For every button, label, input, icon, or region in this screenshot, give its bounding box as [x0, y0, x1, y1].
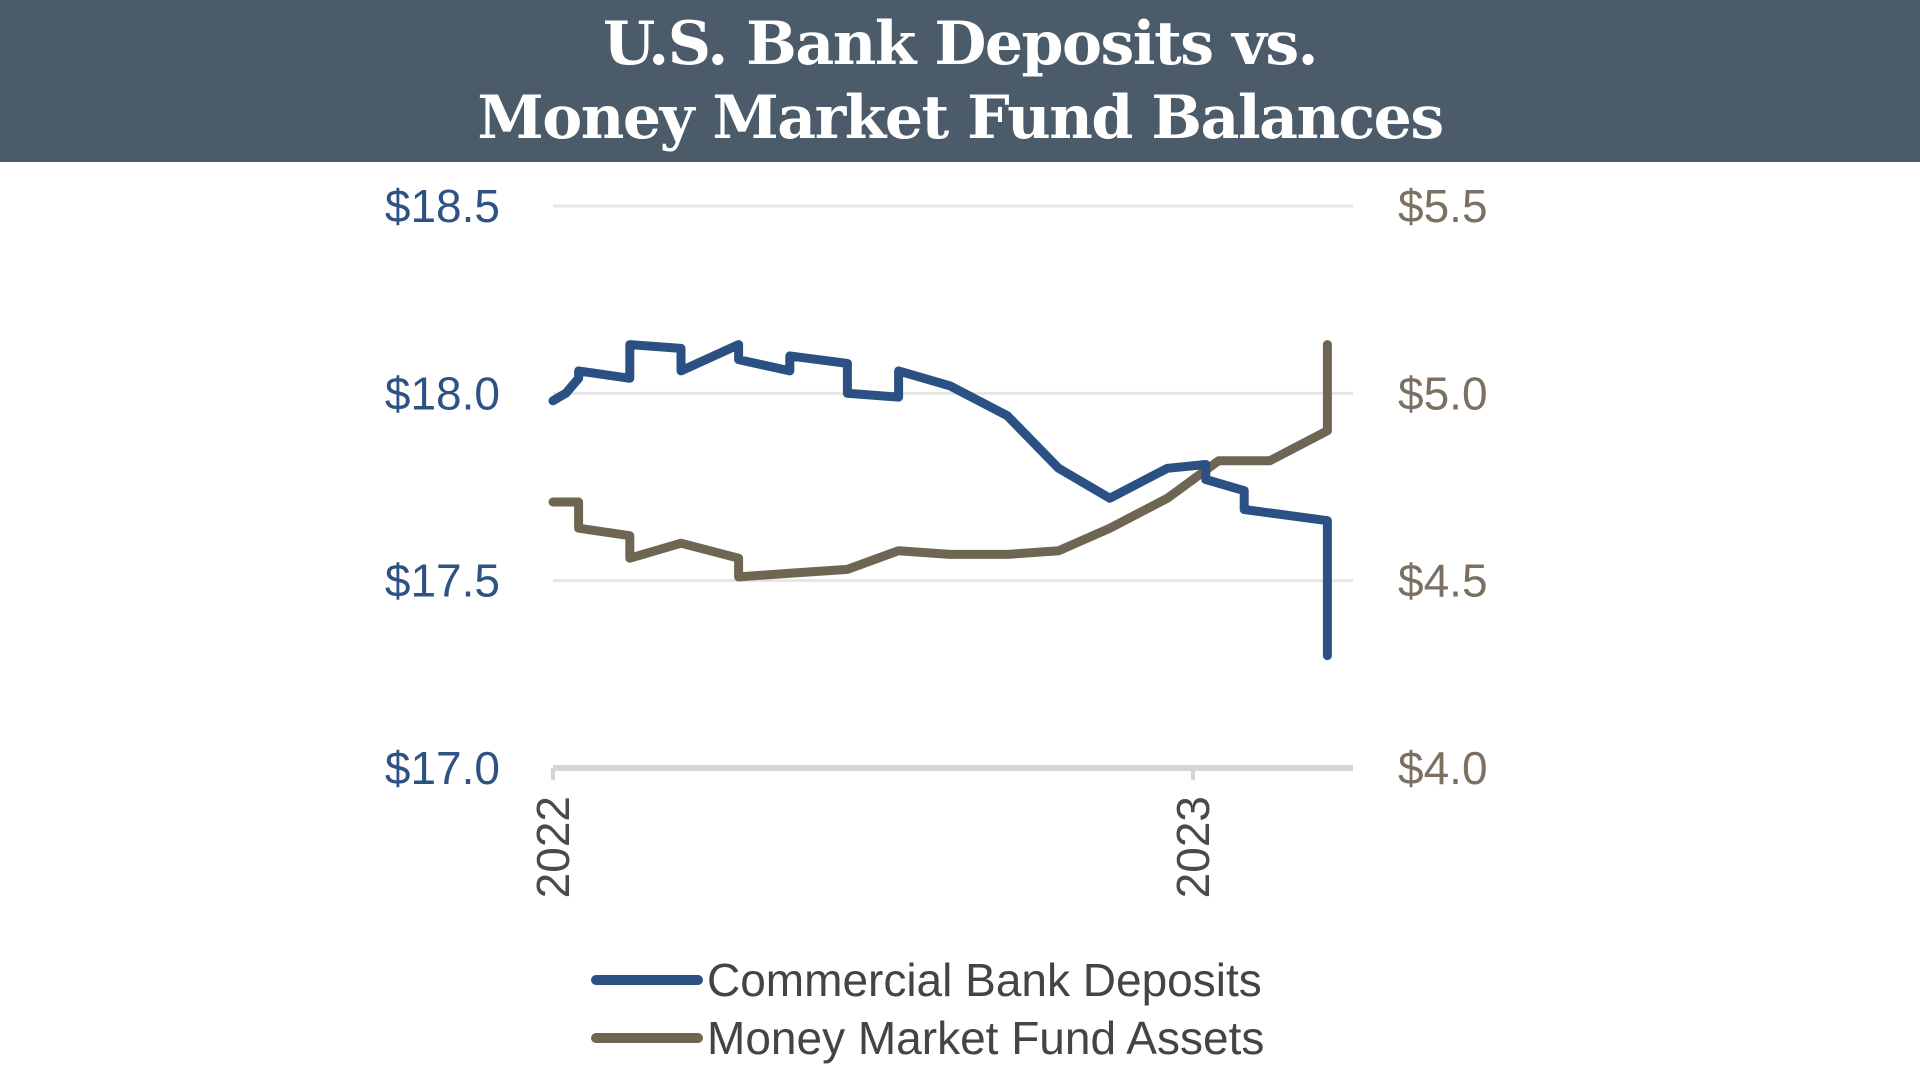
- y-right-tick-label: $4.0: [1398, 742, 1488, 794]
- grid-layer: [553, 204, 1353, 583]
- chart-title-line-2: Money Market Fund Balances: [477, 83, 1444, 153]
- series-layer: [548, 340, 1332, 661]
- legend-label: Commercial Bank Deposits: [707, 954, 1262, 1006]
- y-left-tick-label: $18.5: [385, 180, 500, 232]
- chart-title-line-1: U.S. Bank Deposits vs.: [602, 9, 1319, 79]
- legend: Commercial Bank Deposits Money Market Fun…: [591, 954, 1264, 1064]
- y-right-tick-label: $5.0: [1398, 367, 1488, 419]
- axis-layer: $17.0 $17.5 $18.0 $18.5 $4.0 $4.5 $5.0 $5.5 2022…: [385, 180, 1488, 898]
- y-right-tick-label: $4.5: [1398, 555, 1488, 607]
- y-left-tick-label: $17.5: [385, 555, 500, 607]
- y-right-tick-label: $5.5: [1398, 180, 1488, 232]
- x-tick-label: 2022: [527, 796, 579, 898]
- title-bar: U.S. Bank Deposits vs. Money Market Fund…: [0, 0, 1920, 162]
- y-left-tick-label: $18.0: [385, 367, 500, 419]
- x-tick-label: 2023: [1167, 796, 1219, 898]
- legend-label: Money Market Fund Assets: [707, 1012, 1264, 1064]
- y-left-tick-label: $17.0: [385, 742, 500, 794]
- series-line-deposits: [548, 340, 1332, 661]
